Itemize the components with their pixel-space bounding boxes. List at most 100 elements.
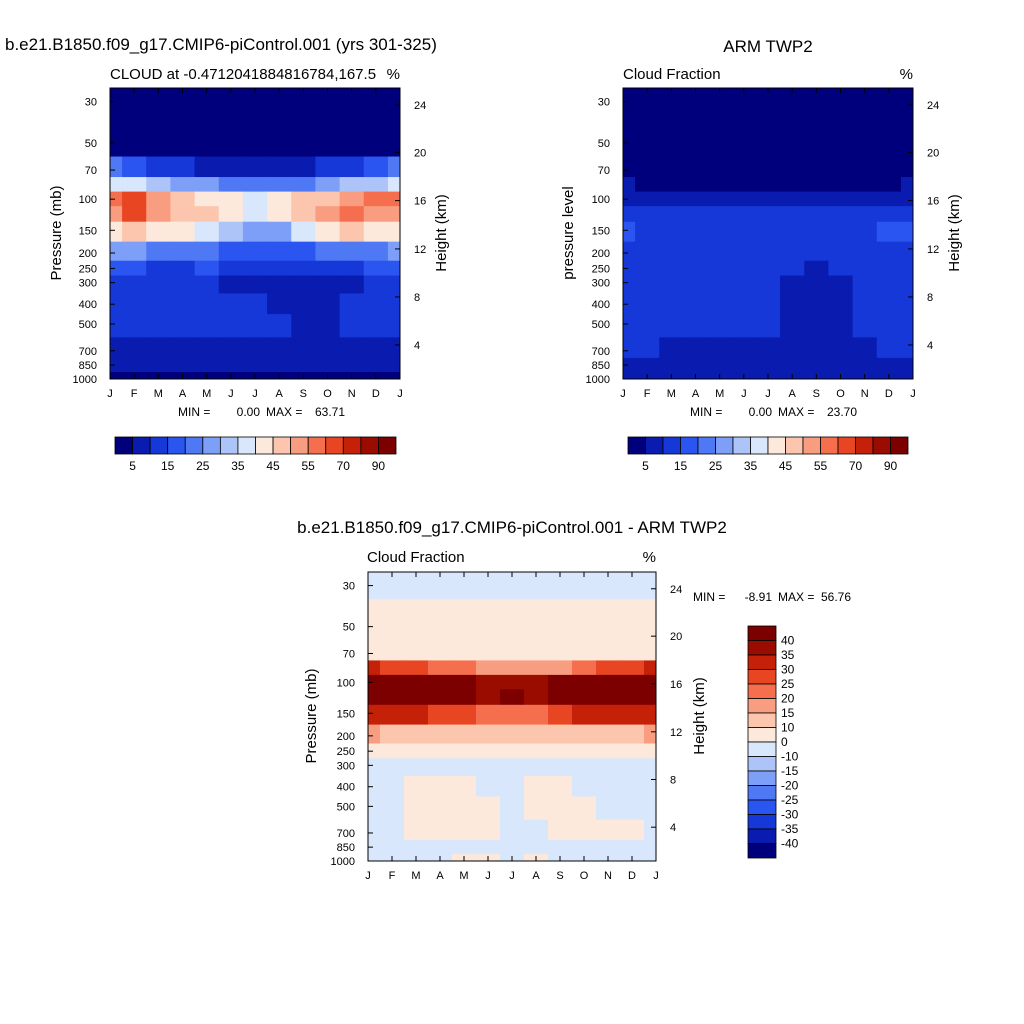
right-tick-label: 24 <box>414 100 426 112</box>
colorbar-swatch <box>680 436 699 455</box>
contour-cell <box>452 599 477 641</box>
contour-cell <box>368 854 381 861</box>
colorbar-label: 55 <box>814 459 828 473</box>
contour-cell <box>548 758 573 777</box>
contour-cell <box>620 660 645 676</box>
diff-title: b.e21.B1850.f09_g17.CMIP6-piControl.001 … <box>297 518 727 537</box>
contour-cell <box>218 115 244 158</box>
contour-cell <box>380 724 405 745</box>
x-tick-label: N <box>861 388 869 400</box>
model-unit-label: % <box>387 66 400 83</box>
contour-cell <box>428 674 453 690</box>
contour-cell <box>683 177 709 193</box>
contour-cell <box>900 293 913 315</box>
contour-cell <box>476 704 501 726</box>
contour-cell <box>368 572 381 600</box>
contour-cell <box>707 177 733 193</box>
contour-cell <box>623 88 636 117</box>
contour-cell <box>707 221 733 243</box>
contour-cell <box>452 640 477 662</box>
contour-cell <box>368 704 381 726</box>
contour-cell <box>122 156 147 178</box>
contour-cell <box>404 689 429 706</box>
contour-cell <box>170 115 196 158</box>
y-tick-label: 1000 <box>73 374 97 386</box>
colorbar-swatch <box>132 436 151 455</box>
contour-cell <box>644 572 656 600</box>
x-tick-label: A <box>275 388 283 400</box>
contour-cell <box>380 796 405 821</box>
contour-cell <box>218 314 244 338</box>
contour-cell <box>635 260 660 277</box>
contour-cell <box>428 704 453 726</box>
contour-cell <box>146 156 172 178</box>
contour-cell <box>387 206 400 223</box>
contour-cell <box>339 221 365 243</box>
contour-cell <box>620 689 645 706</box>
contour-cell <box>623 314 636 338</box>
contour-cell <box>267 357 292 373</box>
contour-cell <box>659 357 685 373</box>
y-tick-label: 1000 <box>331 856 355 868</box>
right-tick-label: 20 <box>414 148 426 160</box>
x-tick-label: J <box>397 388 403 400</box>
contour-cell <box>524 724 549 745</box>
y-tick-label: 700 <box>79 346 97 358</box>
y-tick-label: 50 <box>85 138 97 150</box>
contour-cell <box>623 337 636 359</box>
contour-cell <box>852 260 878 277</box>
contour-cell <box>387 357 400 373</box>
contour-cell <box>620 758 645 777</box>
contour-cell <box>623 156 636 178</box>
contour-cell <box>404 674 429 690</box>
contour-cell <box>900 156 913 178</box>
contour-cell <box>363 260 389 277</box>
contour-cell <box>572 674 597 690</box>
contour-cell <box>828 314 854 338</box>
contour-cell <box>339 314 365 338</box>
contour-cell <box>122 275 147 295</box>
contour-cell <box>404 776 429 798</box>
contour-cell <box>524 840 549 855</box>
right-tick-label: 4 <box>414 340 420 352</box>
contour-cell <box>194 156 220 178</box>
contour-cell <box>900 357 913 373</box>
contour-cell <box>242 275 268 295</box>
contour-cell <box>731 357 757 373</box>
contour-cell <box>572 840 597 855</box>
diff-min-max: MIN = -8.91 MAX = 56.76 <box>693 590 851 604</box>
contour-cell <box>852 337 878 359</box>
contour-cell <box>780 275 805 295</box>
contour-cell <box>428 689 453 706</box>
contour-cell <box>315 337 341 359</box>
contour-cell <box>339 357 365 373</box>
contour-cell <box>291 177 317 193</box>
contour-cell <box>683 191 709 207</box>
contour-cell <box>387 241 400 262</box>
contour-cell <box>623 177 636 193</box>
colorbar-swatch <box>767 436 786 455</box>
contour-cell <box>900 221 913 243</box>
contour-cell <box>315 156 341 178</box>
contour-cell <box>315 260 341 277</box>
y-tick-label: 150 <box>79 225 97 237</box>
contour-cell <box>659 191 685 207</box>
contour-cell <box>500 724 525 745</box>
contour-cell <box>644 819 656 841</box>
x-tick-label: M <box>667 388 676 400</box>
contour-cell <box>170 206 196 223</box>
contour-cell <box>218 206 244 223</box>
contour-cell <box>452 724 477 745</box>
contour-cell <box>170 177 196 193</box>
diff-min-label: MIN = <box>693 590 725 604</box>
colorbar-swatch <box>272 436 292 455</box>
diff-axes: J F M A M J J A S O N D J 30 50 70 100 150 200 250 300 400 500… <box>331 572 682 882</box>
contour-cell <box>644 840 656 855</box>
right-tick-label: 8 <box>414 292 420 304</box>
contour-cell <box>363 293 389 315</box>
contour-cell <box>122 221 147 243</box>
y-tick-label: 500 <box>79 319 97 331</box>
contour-cell <box>387 314 400 338</box>
